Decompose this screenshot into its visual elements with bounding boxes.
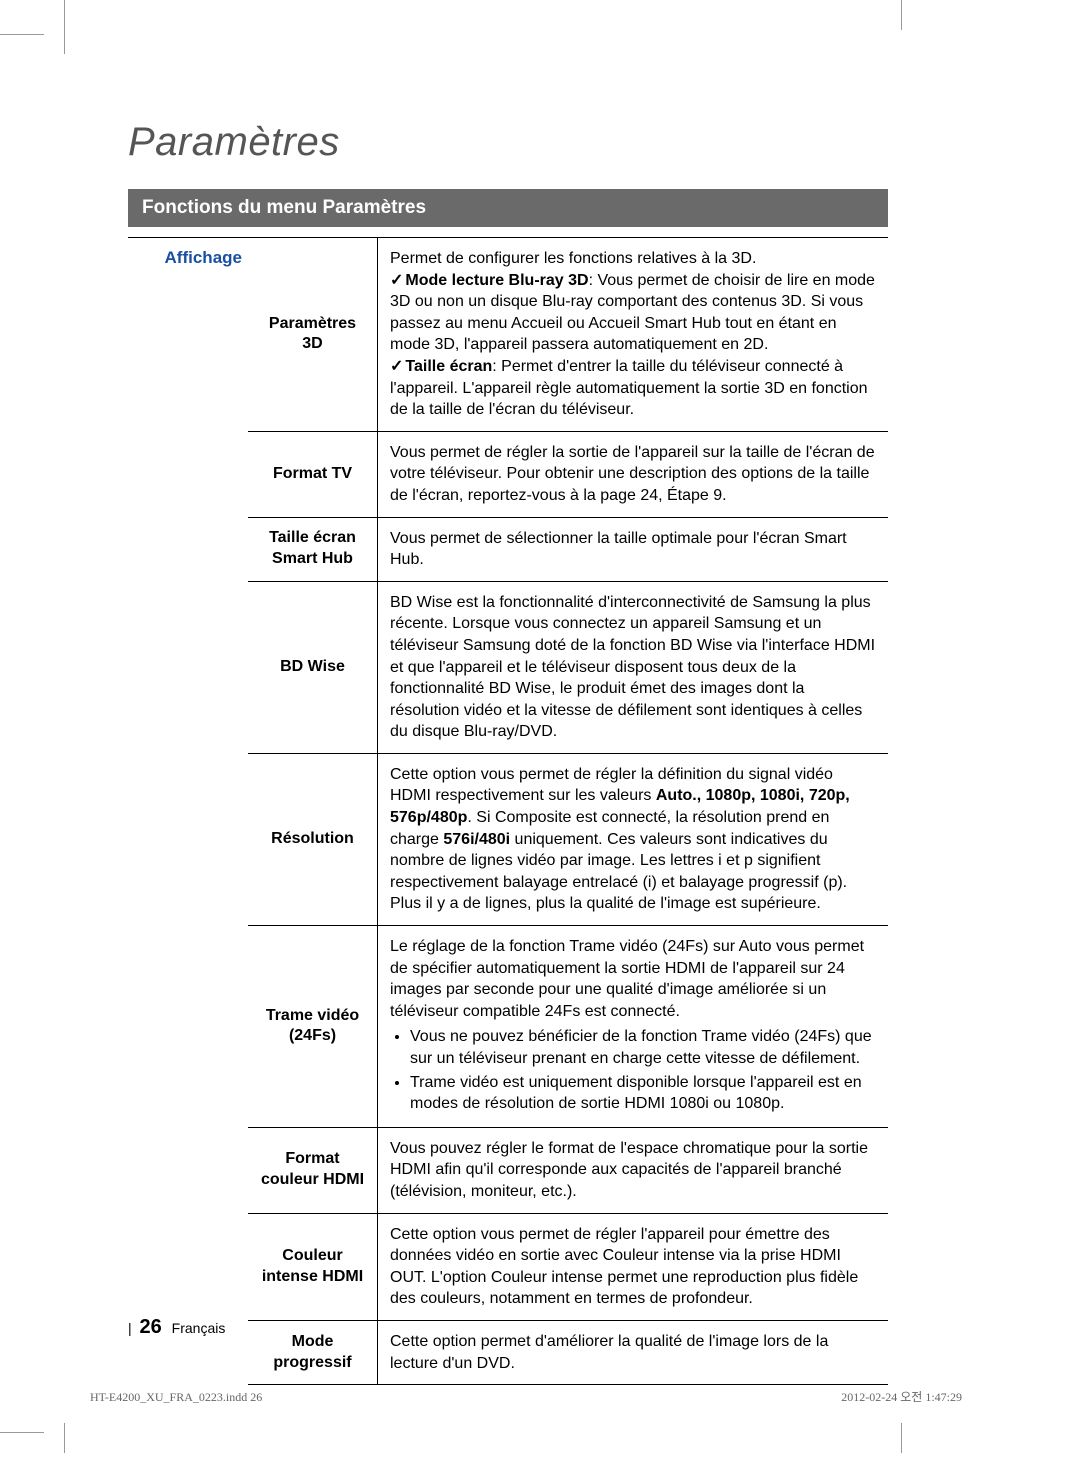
crop-mark [64, 1423, 65, 1453]
footer-bar: | [128, 1320, 132, 1336]
list-item: Vous ne pouvez bénéficier de la fonction… [410, 1026, 876, 1069]
row-label-bd-wise: BD Wise [248, 582, 378, 754]
print-footer-left: HT-E4200_XU_FRA_0223.indd 26 [90, 1390, 262, 1405]
list-item: Trame vidéo est uniquement disponible lo… [410, 1072, 876, 1115]
page: Paramètres Fonctions du menu Paramètres … [0, 0, 1080, 1479]
section-bar: Fonctions du menu Paramètres [128, 189, 888, 227]
crop-mark [901, 1423, 902, 1453]
text-bold: 576i/480i [443, 831, 510, 848]
row-label-trame-video: Trame vidéo (24Fs) [248, 926, 378, 1128]
row-label-format-tv: Format TV [248, 432, 378, 518]
text: Permet de configurer les fonctions relat… [390, 250, 756, 267]
row-desc-couleur-intense-hdmi: Cette option vous permet de régler l'app… [378, 1214, 888, 1321]
page-title: Paramètres [128, 120, 888, 165]
content-area: Paramètres Fonctions du menu Paramètres … [128, 120, 888, 1385]
crop-mark [64, 0, 65, 54]
print-footer-right: 2012-02-24 오전 1:47:29 [841, 1388, 962, 1405]
row-label-resolution: Résolution [248, 754, 378, 926]
row-desc-trame-video: Le réglage de la fonction Trame vidéo (2… [378, 926, 888, 1128]
page-footer: | 26 Français [128, 1316, 225, 1339]
check-item: Taille écran: Permet d'entrer la taille … [390, 358, 868, 418]
row-desc-format-couleur-hdmi: Vous pouvez régler le format de l'espace… [378, 1128, 888, 1214]
text: Le réglage de la fonction Trame vidéo (2… [390, 938, 864, 1020]
check-item: Mode lecture Blu-ray 3D: Vous permet de … [390, 272, 875, 354]
settings-table: Affichage Paramètres 3D Permet de config… [128, 237, 888, 1385]
row-desc-mode-progressif: Cette option permet d'améliorer la quali… [378, 1321, 888, 1385]
page-number: 26 [140, 1316, 162, 1338]
crop-mark [0, 1432, 44, 1433]
row-desc-parametres-3d: Permet de configurer les fonctions relat… [378, 238, 888, 432]
page-language: Français [172, 1320, 226, 1336]
row-desc-bd-wise: BD Wise est la fonctionnalité d'intercon… [378, 582, 888, 754]
row-desc-taille-smart-hub: Vous permet de sélectionner la taille op… [378, 518, 888, 582]
text-bold: Taille écran [405, 358, 492, 375]
row-label-taille-smart-hub: Taille écran Smart Hub [248, 518, 378, 582]
category-label: Affichage [128, 238, 248, 1385]
text-bold: Mode lecture Blu-ray 3D [405, 272, 588, 289]
row-label-parametres-3d: Paramètres 3D [248, 238, 378, 432]
crop-mark [901, 0, 902, 30]
row-label-format-couleur-hdmi: Format couleur HDMI [248, 1128, 378, 1214]
row-label-couleur-intense-hdmi: Couleur intense HDMI [248, 1214, 378, 1321]
bullet-list: Vous ne pouvez bénéficier de la fonction… [390, 1026, 876, 1114]
row-label-mode-progressif: Mode progressif [248, 1321, 378, 1385]
row-desc-resolution: Cette option vous permet de régler la dé… [378, 754, 888, 926]
row-desc-format-tv: Vous permet de régler la sortie de l'app… [378, 432, 888, 518]
crop-mark [0, 34, 44, 35]
